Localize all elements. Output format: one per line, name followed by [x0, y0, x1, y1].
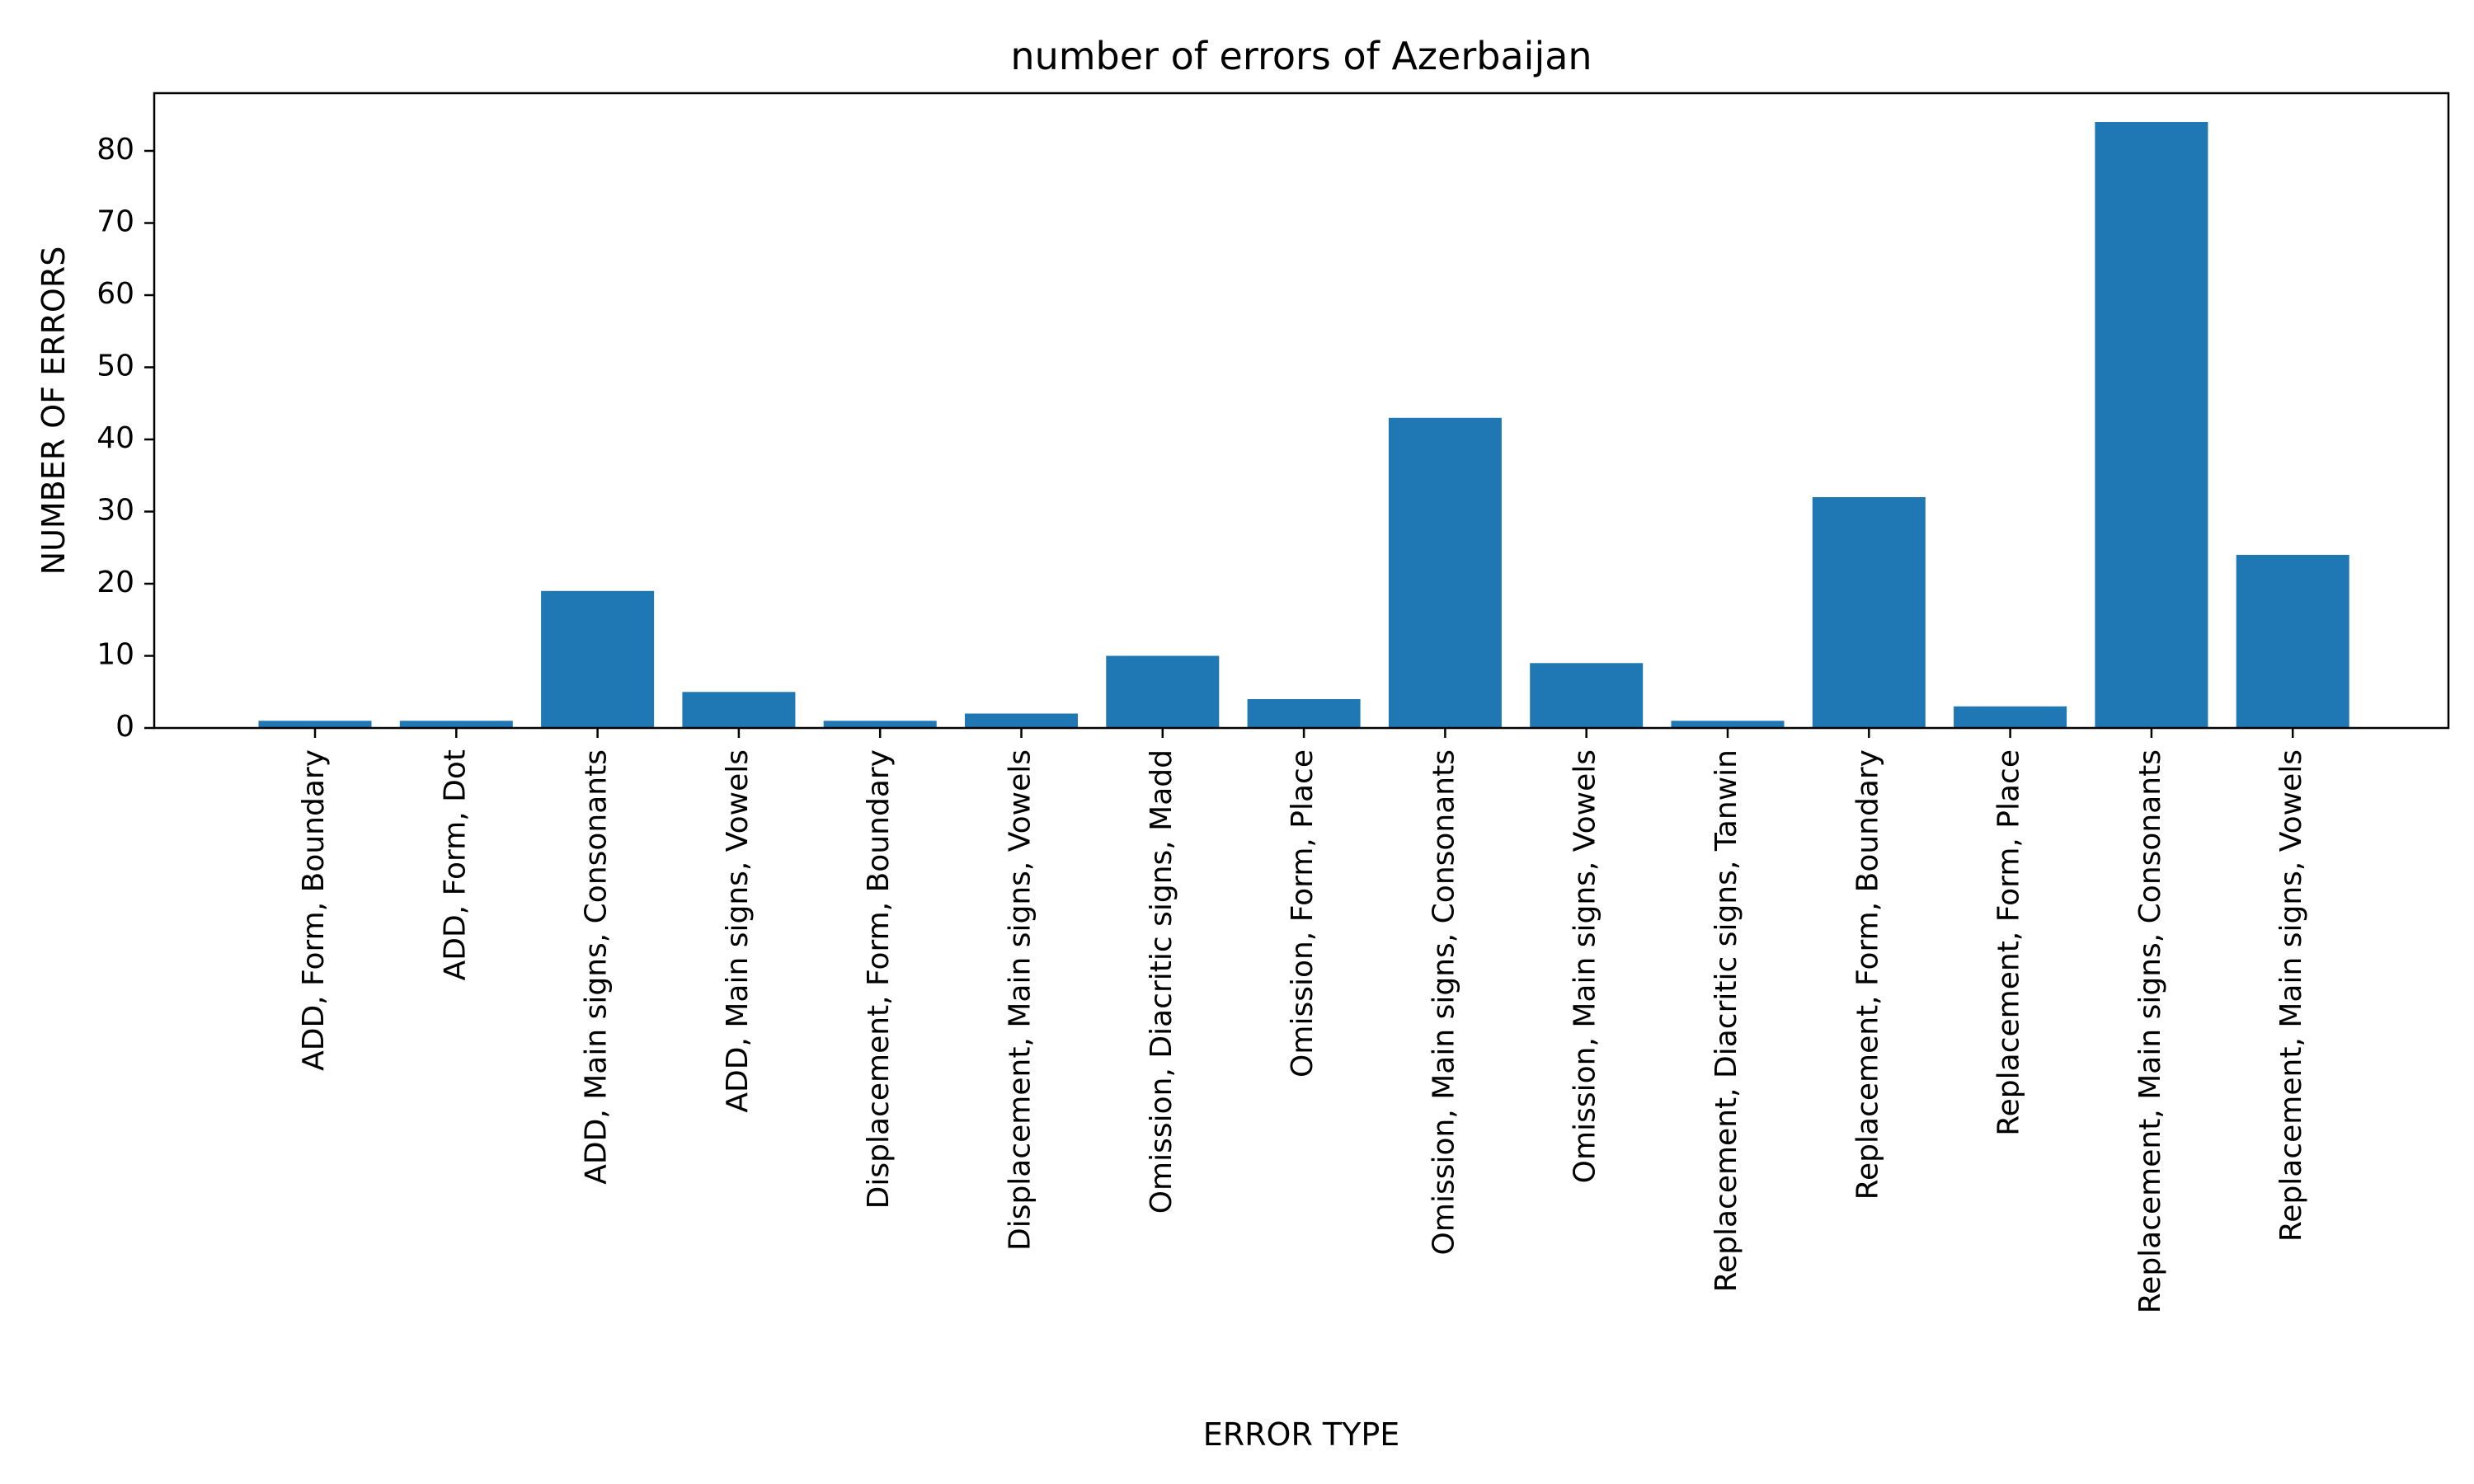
y-axis: 0 10 20 30 40 50 60 70 80: [96, 133, 154, 744]
y-tick-label: 50: [96, 350, 134, 383]
bar: [1106, 655, 1220, 728]
x-tick-label: ADD, Main signs, Vowels: [721, 749, 755, 1113]
bar: [823, 721, 937, 729]
x-tick-label: Omission, Diacritic signs, Madd: [1145, 749, 1178, 1214]
x-axis: ADD, Form, Boundary ADD, Form, Dot ADD, Ma…: [297, 728, 2308, 1313]
y-axis-label: NUMBER OF ERRORS: [35, 247, 72, 575]
bar: [2236, 555, 2349, 728]
x-tick-label: Omission, Main signs, Vowels: [1569, 749, 1602, 1183]
y-tick-label: 10: [96, 638, 134, 672]
x-axis-label: ERROR TYPE: [1203, 1416, 1400, 1453]
y-tick-label: 0: [115, 710, 134, 744]
x-tick-label: Displacement, Form, Boundary: [862, 749, 896, 1209]
y-tick-label: 20: [96, 566, 134, 599]
x-tick-label: Omission, Main signs, Consonants: [1427, 749, 1460, 1255]
bars-layer: [258, 122, 2349, 729]
bar: [1530, 663, 1644, 729]
x-tick-label: Replacement, Form, Boundary: [1851, 749, 1884, 1200]
plot-frame: [153, 92, 2450, 730]
bar: [399, 721, 513, 729]
x-tick-label: Displacement, Main signs, Vowels: [1004, 749, 1037, 1251]
bar: [1954, 706, 2067, 729]
x-tick-label: Replacement, Form, Place: [1992, 749, 2026, 1136]
x-tick-label: Replacement, Diacritic signs, Tanwin: [1710, 749, 1743, 1292]
bar: [258, 721, 372, 729]
bar: [965, 713, 1078, 728]
x-tick-label: ADD, Form, Boundary: [297, 749, 331, 1071]
y-tick-label: 30: [96, 494, 134, 528]
bar: [541, 590, 655, 729]
bar: [1247, 699, 1361, 728]
bar: [1812, 497, 1926, 728]
x-tick-label: ADD, Form, Dot: [438, 749, 472, 980]
x-tick-label: ADD, Main signs, Consonants: [580, 749, 614, 1185]
x-tick-label: Omission, Form, Place: [1286, 749, 1319, 1078]
bar: [1388, 417, 1502, 729]
bar: [2095, 122, 2208, 728]
y-tick-label: 70: [96, 205, 134, 239]
x-tick-label: Replacement, Main signs, Vowels: [2274, 749, 2308, 1242]
chart-title: number of errors of Azerbaijan: [1010, 34, 1592, 78]
bar: [1671, 721, 1785, 729]
y-tick-label: 80: [96, 133, 134, 167]
x-tick-label: Replacement, Main signs, Consonants: [2133, 749, 2167, 1313]
bar: [682, 692, 796, 729]
y-tick-label: 60: [96, 277, 134, 311]
y-tick-label: 40: [96, 421, 134, 455]
